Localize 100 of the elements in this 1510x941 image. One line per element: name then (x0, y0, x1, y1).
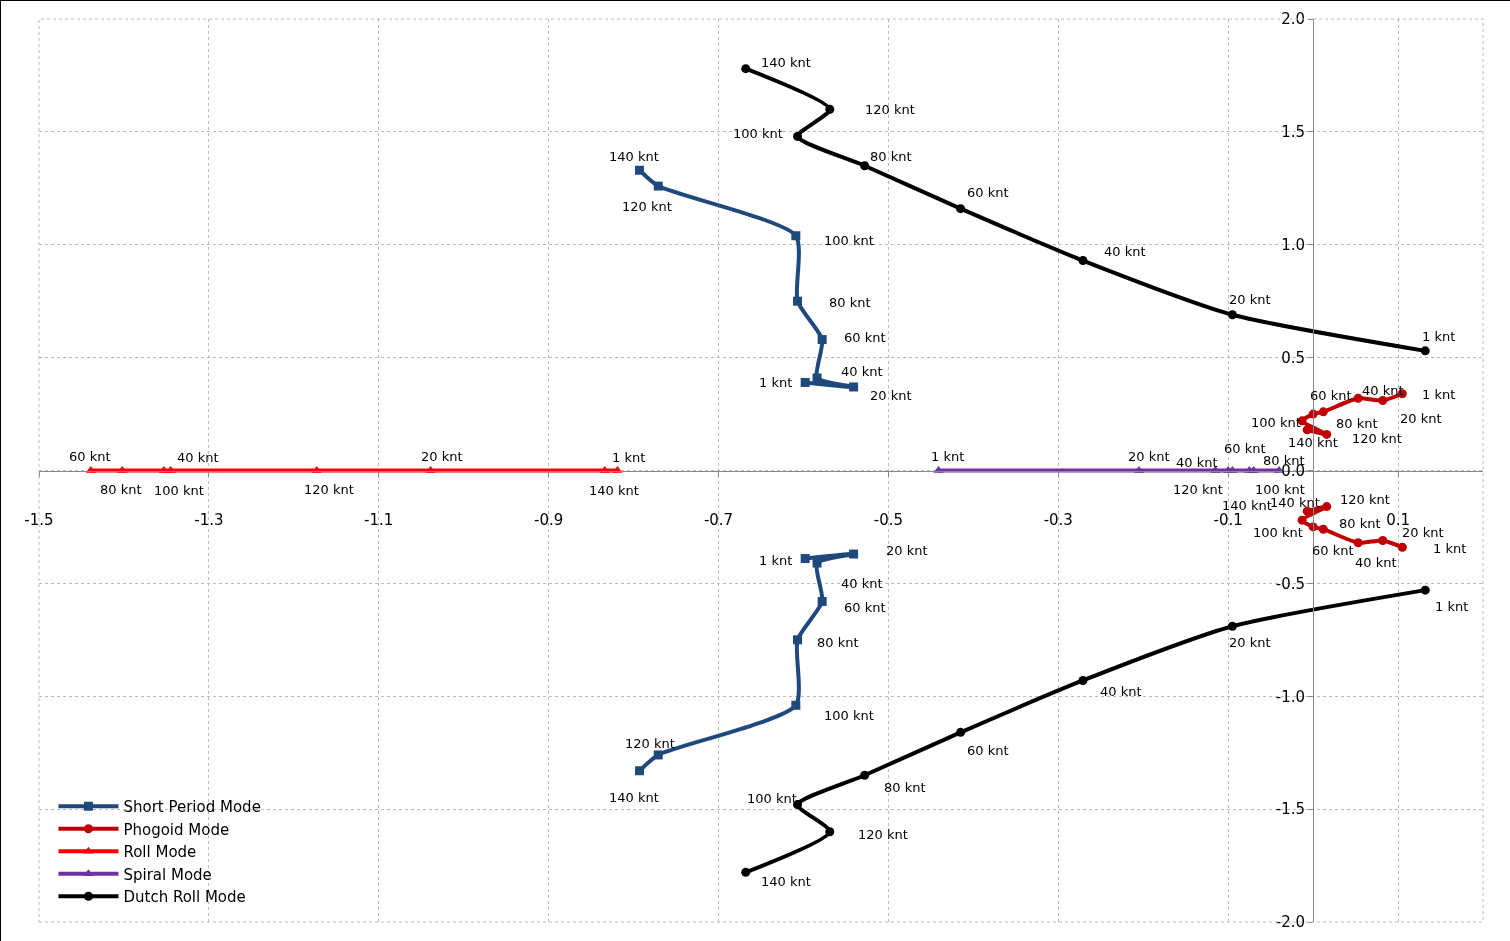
point (860, 770, 870, 780)
point (1078, 675, 1088, 685)
annotation: 120 knt (858, 827, 908, 842)
point (1227, 621, 1237, 631)
annotation: 40 knt (1355, 555, 1397, 570)
annotation: 40 knt (177, 450, 219, 465)
point (812, 558, 822, 568)
x-tick-label: -0.5 (873, 510, 904, 529)
y-tick-label: 1.5 (1281, 123, 1306, 142)
annotation: 100 knt (747, 791, 797, 806)
point (1078, 256, 1088, 266)
annotation: 1 knt (612, 450, 646, 465)
annotation: 140 knt (761, 55, 811, 70)
point (791, 231, 801, 241)
annotation: 120 knt (625, 736, 675, 751)
annotation: 140 knt (1222, 498, 1272, 513)
annotation: 1 knt (1422, 387, 1456, 402)
annotation: 40 knt (841, 364, 883, 379)
point (1353, 538, 1363, 548)
point (653, 750, 663, 760)
point (741, 64, 751, 74)
annotation: 60 knt (1310, 388, 1352, 403)
annotation: 80 knt (817, 635, 859, 650)
point (635, 165, 645, 175)
y-tick-label: 0.5 (1281, 348, 1306, 367)
point (793, 635, 803, 645)
annotation: 80 knt (870, 149, 912, 164)
annotation: 120 knt (1352, 431, 1402, 446)
annotation: 40 knt (1176, 455, 1218, 470)
annotation: 80 knt (1336, 416, 1378, 431)
annotation: 100 knt (154, 483, 204, 498)
annotation: 60 knt (967, 185, 1009, 200)
y-tick-label: 1.0 (1281, 236, 1306, 254)
point (800, 554, 810, 564)
point (817, 335, 827, 345)
y-tick-label: -0.5 (1275, 574, 1306, 593)
point (1353, 393, 1363, 403)
annotation: 60 knt (69, 449, 111, 464)
legend-label: Roll Mode (123, 843, 197, 862)
x-tick-label: -1.5 (24, 510, 54, 529)
point (825, 827, 835, 837)
annotation: 120 knt (1173, 482, 1223, 497)
annotation: 60 knt (1312, 543, 1354, 558)
annotation: 80 knt (100, 482, 142, 497)
y-tick-label: -1.5 (1275, 800, 1306, 819)
point (817, 596, 827, 606)
annotation: 1 knt (759, 553, 793, 568)
point (956, 727, 966, 737)
annotation: 40 knt (841, 576, 883, 591)
point (635, 766, 645, 776)
annotation: 120 knt (865, 102, 915, 117)
point (793, 296, 803, 306)
annotation: 1 knt (759, 375, 793, 390)
point (849, 549, 859, 559)
point (1397, 542, 1407, 552)
point (800, 377, 810, 387)
annotation: 80 knt (829, 295, 871, 310)
annotation: 60 knt (844, 600, 886, 615)
x-tick-label: -0.9 (534, 510, 564, 529)
annotation: 140 knt (589, 483, 639, 498)
annotation: 80 knt (1339, 516, 1381, 531)
point (1302, 506, 1312, 516)
annotation: 100 knt (824, 708, 874, 723)
point (1420, 346, 1430, 356)
point (1378, 535, 1388, 545)
point (741, 867, 751, 877)
point (1227, 310, 1237, 320)
annotation: 40 knt (1362, 383, 1404, 398)
annotation: 80 knt (884, 780, 926, 795)
y-tick-label: -1.0 (1275, 687, 1306, 706)
annotation: 60 knt (844, 330, 886, 345)
point (849, 382, 859, 392)
annotation: 20 knt (1229, 635, 1271, 650)
x-tick-label: -0.7 (703, 510, 734, 529)
point (1322, 502, 1332, 512)
point (1302, 425, 1312, 435)
annotation: 140 knt (609, 149, 659, 164)
annotation: 1 knt (1435, 599, 1469, 614)
annotation: 20 knt (421, 449, 463, 464)
x-tick-label: -0.1 (1213, 510, 1243, 529)
annotation: 1 knt (931, 449, 965, 464)
annotation: 100 knt (1255, 482, 1305, 497)
legend-label: Dutch Roll Mode (123, 888, 246, 907)
point (956, 204, 966, 214)
annotation: 140 knt (1288, 435, 1338, 450)
annotation: 100 knt (733, 126, 783, 141)
annotation: 1 knt (1433, 541, 1467, 556)
x-tick-label: -1.3 (194, 510, 224, 529)
annotation: 1 knt (1422, 329, 1456, 344)
annotation: 100 knt (824, 233, 874, 248)
point (653, 181, 663, 191)
point (1318, 524, 1328, 534)
legend-label: Phogoid Mode (123, 820, 230, 839)
annotation: 40 knt (1104, 244, 1146, 259)
y-tick-label: 2.0 (1281, 10, 1306, 29)
annotation: 60 knt (1224, 441, 1266, 456)
annotation: 20 knt (1400, 411, 1442, 426)
annotation: 20 knt (886, 543, 928, 558)
annotation: 20 knt (1229, 292, 1271, 307)
annotation: 20 knt (1128, 449, 1170, 464)
